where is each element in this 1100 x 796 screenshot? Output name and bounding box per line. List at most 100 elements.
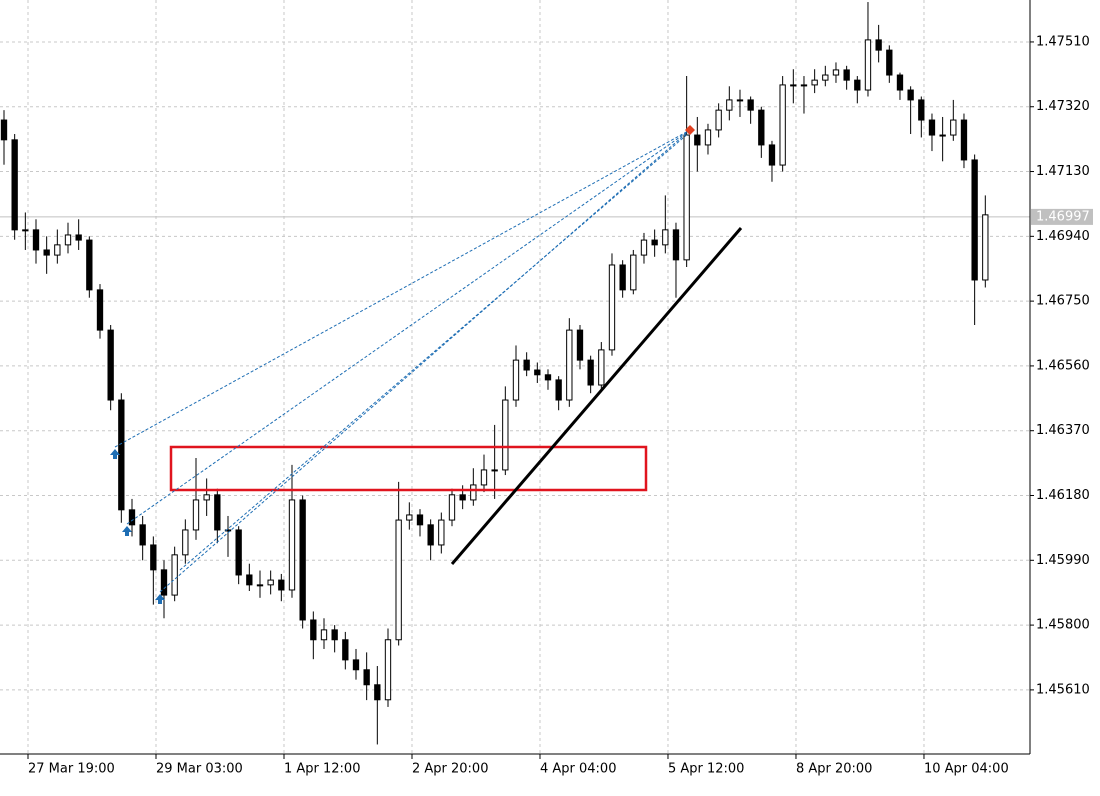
candle-body: [768, 144, 776, 166]
candle-body: [982, 214, 989, 281]
candle-body: [416, 514, 424, 526]
candle-body: [683, 134, 690, 261]
candle-body: [843, 69, 850, 81]
candle-body: [75, 234, 82, 241]
y-tick-label: 1.46370: [1036, 423, 1090, 438]
candle-body: [448, 494, 456, 521]
y-tick-label: 1.47130: [1036, 164, 1090, 179]
candle-body: [246, 574, 253, 586]
candle-body: [470, 484, 477, 501]
candle-body: [651, 239, 658, 246]
candle-body: [160, 569, 168, 596]
candle-body: [267, 579, 274, 586]
candle-body: [662, 229, 669, 246]
candle-body: [11, 139, 18, 231]
candle-body: [971, 159, 978, 281]
candle-body: [331, 629, 338, 641]
candle-body: [864, 39, 872, 91]
buy-arrow: [110, 449, 120, 459]
candle-body: [726, 99, 733, 111]
candle-body: [779, 84, 786, 166]
y-tick-label: 1.45800: [1036, 618, 1090, 633]
candle-body: [598, 349, 605, 386]
candle-body: [907, 89, 914, 101]
candle-body: [395, 519, 402, 641]
drawings: [110, 125, 743, 604]
candle-body: [587, 359, 594, 386]
candle-body: [278, 579, 285, 591]
candle-body: [502, 399, 509, 471]
candle-body: [491, 469, 498, 472]
candle-body: [171, 554, 178, 596]
candle-body: [694, 134, 701, 146]
y-tick-label: 1.45990: [1036, 553, 1090, 568]
candle-body: [43, 249, 50, 256]
buy-arrow: [122, 526, 132, 536]
x-tick-label: 10 Apr 04:00: [924, 762, 1009, 777]
candle-body: [960, 119, 968, 161]
candle-body: [566, 329, 573, 401]
candle-body: [854, 79, 861, 91]
candle-body: [619, 264, 626, 291]
candle-body: [704, 129, 712, 146]
candle-body: [310, 619, 317, 641]
candle-body: [480, 469, 488, 486]
candle-body: [630, 254, 637, 291]
signal-line: [114, 129, 691, 448]
y-tick-label: 1.46750: [1036, 294, 1090, 309]
candle-body: [640, 239, 648, 256]
candle-body: [715, 109, 722, 131]
x-tick-label: 8 Apr 20:00: [796, 762, 873, 777]
signal-line: [179, 131, 691, 571]
candle-body: [896, 74, 904, 91]
current-price-label: 1.46997: [1036, 209, 1090, 224]
x-tick-label: 27 Mar 19:00: [28, 762, 115, 777]
y-tick-label: 1.46560: [1036, 358, 1090, 373]
candle-body: [875, 39, 882, 51]
grid: [0, 0, 1030, 754]
candle-body: [64, 234, 72, 246]
candle-body: [459, 494, 466, 501]
candle-body: [790, 84, 797, 87]
current-price-box: [1031, 208, 1093, 225]
candle-body: [886, 49, 893, 76]
x-tick-label: 29 Mar 03:00: [156, 762, 243, 777]
candle-body: [352, 659, 360, 671]
candle-body: [811, 79, 818, 86]
candle-body: [150, 544, 157, 571]
candle-body: [832, 69, 840, 76]
x-tick-label: 4 Apr 04:00: [540, 762, 617, 777]
x-tick-label: 1 Apr 12:00: [284, 762, 361, 777]
candle-body: [576, 329, 584, 361]
candle-body: [523, 359, 530, 371]
candle-body: [54, 244, 61, 256]
candle-body: [800, 84, 808, 87]
candle-body: [192, 499, 200, 531]
candle-body: [950, 119, 957, 136]
y-tick-label: 1.47320: [1036, 99, 1090, 114]
candle-body: [288, 499, 296, 591]
candle-body: [758, 109, 765, 146]
candle-body: [214, 494, 221, 531]
signal-line: [126, 129, 691, 525]
y-tick-label: 1.46180: [1036, 488, 1090, 503]
axes: 1.47510 1.47320 1.47130 1.46940 1.46750 1.465…: [0, 0, 1093, 777]
candle-body: [555, 379, 562, 401]
candle-body: [0, 119, 8, 141]
candle-body: [182, 529, 189, 556]
candle-body: [128, 509, 136, 526]
candle-body: [544, 374, 552, 381]
candle-body: [363, 669, 370, 686]
candle-body: [96, 289, 104, 331]
candle-body: [256, 584, 264, 587]
candle-body: [139, 524, 146, 546]
candle-body: [107, 329, 114, 401]
candle-body: [22, 229, 29, 232]
x-tick-label: 5 Apr 12:00: [668, 762, 745, 777]
candle-body: [86, 239, 93, 291]
candle-body: [747, 99, 754, 111]
candle-body: [534, 369, 541, 376]
y-tick-label: 1.45610: [1036, 682, 1090, 697]
candle-body: [320, 629, 328, 641]
